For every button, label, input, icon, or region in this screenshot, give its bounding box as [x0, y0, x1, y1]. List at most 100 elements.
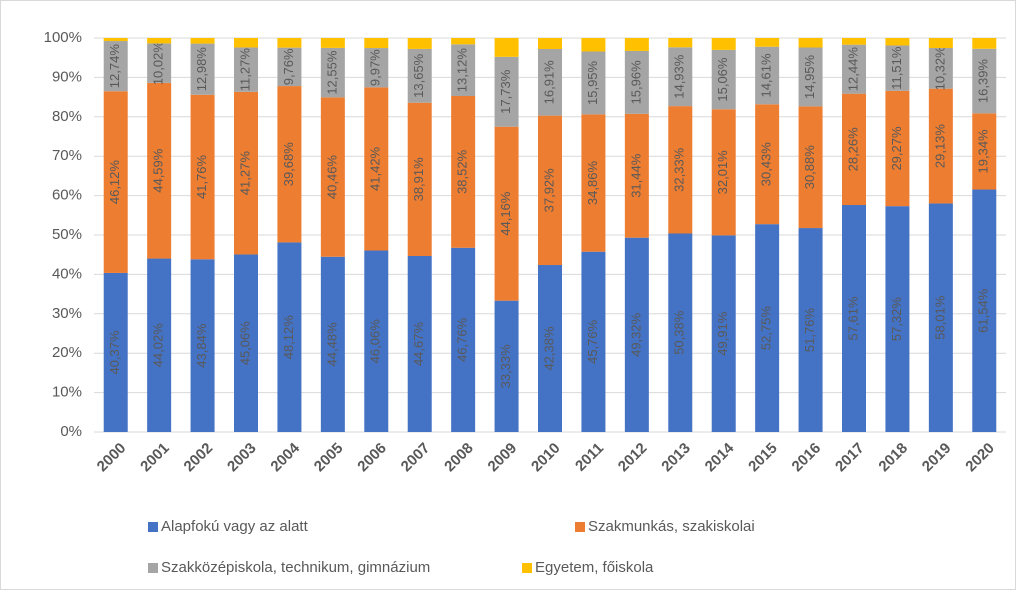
- value-label: 58,01%: [932, 295, 947, 340]
- bar-segment: [798, 47, 823, 107]
- y-tick-label: 10%: [52, 384, 82, 401]
- value-label: 44,48%: [324, 322, 339, 367]
- value-label: 39,68%: [281, 142, 296, 187]
- bar-segment: [928, 88, 953, 204]
- bar-segment: [624, 38, 649, 51]
- bar-segment: [972, 38, 997, 49]
- bar-segment: [320, 47, 345, 98]
- value-label: 44,02%: [151, 323, 166, 368]
- bar-segment: [842, 38, 866, 45]
- bar-segment: [624, 113, 649, 238]
- y-tick-label: 100%: [44, 29, 82, 46]
- bar-segment: [711, 38, 736, 50]
- value-label: 46,76%: [455, 317, 470, 362]
- value-label: 42,38%: [541, 326, 556, 371]
- bar-segment: [624, 50, 649, 114]
- value-label: 46,06%: [368, 319, 383, 364]
- bar-segment: [407, 48, 432, 103]
- value-label: 16,91%: [541, 60, 556, 105]
- value-label: 19,34%: [976, 129, 991, 174]
- bar-segment: [103, 38, 128, 42]
- bar-segment: [494, 300, 519, 432]
- bar-segment: [190, 259, 215, 432]
- bar-segment: [364, 38, 389, 49]
- bar-segment: [364, 87, 389, 251]
- bar-segment: [928, 38, 953, 49]
- value-label: 13,65%: [411, 53, 426, 98]
- value-label: 41,76%: [194, 155, 209, 200]
- value-label: 15,06%: [715, 57, 730, 102]
- bar-segment: [581, 114, 606, 252]
- value-label: 43,84%: [194, 323, 209, 368]
- bar-segment: [234, 91, 258, 255]
- bar-segment: [277, 242, 302, 432]
- value-label: 38,52%: [455, 149, 470, 194]
- bar-segment: [885, 38, 910, 46]
- bar-segment: [103, 272, 128, 432]
- value-label: 30,43%: [759, 142, 774, 187]
- value-label: 12,55%: [324, 50, 339, 95]
- bar-segment: [581, 251, 606, 432]
- value-label: 10,32%: [932, 46, 947, 91]
- value-label: 31,44%: [628, 153, 643, 198]
- value-label: 9,97%: [368, 49, 383, 86]
- bar-segment: [842, 93, 866, 206]
- bar-segment: [494, 38, 519, 57]
- bar-segment: [711, 49, 736, 110]
- value-label: 37,92%: [541, 168, 556, 213]
- value-label: 34,86%: [585, 161, 600, 206]
- legend-swatch: [148, 563, 158, 573]
- y-tick-label: 70%: [52, 147, 82, 164]
- value-label: 49,32%: [628, 312, 643, 357]
- legend-swatch: [148, 522, 158, 532]
- bar-segment: [190, 43, 215, 95]
- y-tick-label: 90%: [52, 68, 82, 85]
- value-label: 30,88%: [802, 145, 817, 190]
- value-label: 44,67%: [411, 322, 426, 367]
- value-label: 17,73%: [498, 69, 513, 114]
- bar-segment: [972, 48, 997, 114]
- value-label: 29,13%: [932, 124, 947, 169]
- value-label: 10,02%: [151, 41, 166, 86]
- value-label: 61,54%: [976, 288, 991, 333]
- bar-segment: [451, 38, 476, 45]
- value-label: 28,26%: [845, 127, 860, 172]
- bar-segment: [407, 256, 432, 432]
- bar-segment: [842, 44, 866, 94]
- legend-label: Szakközépiskola, technikum, gimnázium: [161, 559, 430, 576]
- value-label: 45,06%: [237, 321, 252, 366]
- bar-segment: [147, 258, 172, 432]
- bar-segment: [407, 102, 432, 257]
- bar-segment: [581, 51, 606, 115]
- bar-segment: [451, 247, 476, 432]
- bar-segment: [581, 38, 606, 52]
- value-label: 15,96%: [628, 60, 643, 105]
- value-label: 57,61%: [845, 296, 860, 341]
- bar-segment: [320, 97, 345, 257]
- bar-segment: [190, 38, 215, 44]
- value-label: 14,95%: [802, 54, 817, 99]
- value-label: 45,76%: [585, 319, 600, 364]
- value-label: 14,61%: [759, 53, 774, 98]
- bar-segment: [364, 250, 389, 432]
- bar-segment: [711, 235, 736, 432]
- value-label: 41,42%: [368, 146, 383, 191]
- bar-segment: [451, 95, 476, 248]
- bar-segment: [755, 104, 780, 225]
- bar-segment: [755, 38, 780, 47]
- y-tick-label: 60%: [52, 187, 82, 204]
- legend-label: Alapfokú vagy az alatt: [161, 518, 309, 535]
- bar-segment: [885, 90, 910, 207]
- bar-segment: [668, 106, 693, 234]
- value-label: 51,76%: [802, 308, 817, 353]
- bar-segment: [885, 45, 910, 91]
- bar-segment: [320, 256, 345, 432]
- legend-label: Egyetem, főiskola: [535, 559, 654, 576]
- value-label: 14,93%: [672, 54, 687, 99]
- bar-segment: [798, 38, 823, 48]
- bar-segment: [538, 38, 562, 49]
- bar-segment: [668, 233, 693, 432]
- value-label: 32,01%: [715, 150, 730, 195]
- bar-segment: [798, 228, 823, 432]
- value-label: 32,33%: [672, 147, 687, 192]
